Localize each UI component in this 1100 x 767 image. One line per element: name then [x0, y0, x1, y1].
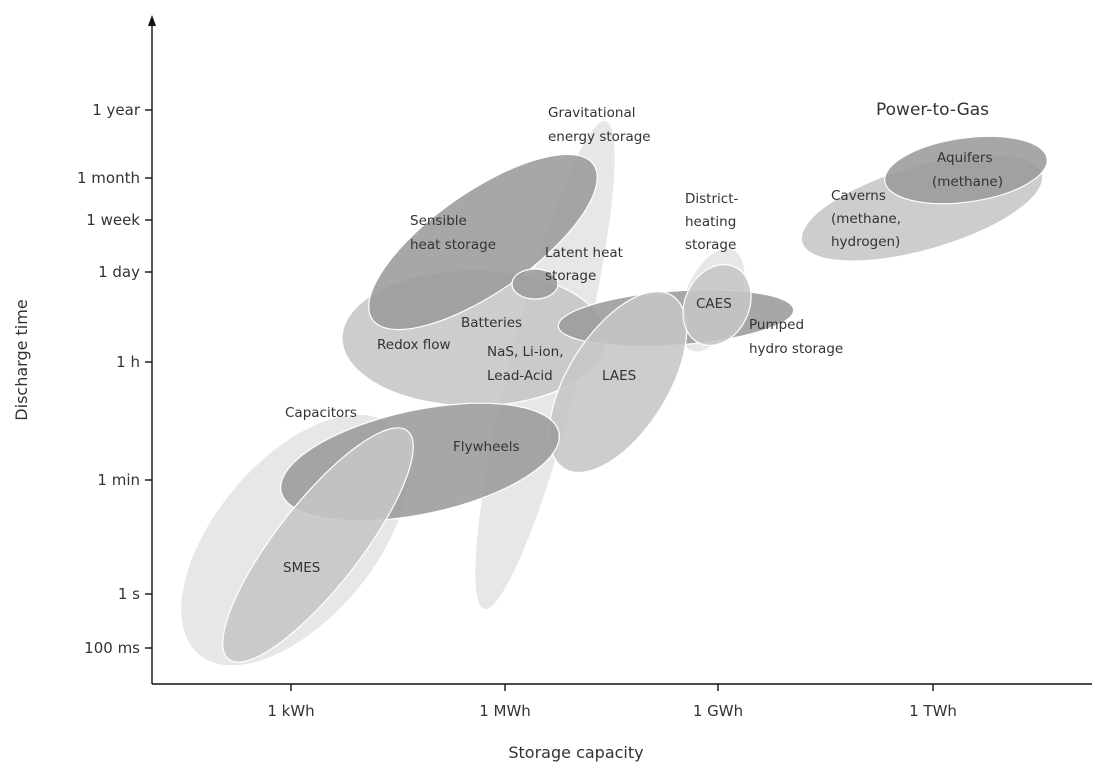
x-tick-label: 1 kWh: [267, 702, 314, 720]
label-aquifers: Aquifers (methane): [932, 150, 1003, 190]
axes: [145, 15, 1092, 691]
label-district-heating: District- heating storage: [685, 191, 743, 253]
region-laes: [548, 290, 688, 474]
x-tick-label: 1 GWh: [693, 702, 743, 720]
label-caes: CAES: [696, 296, 732, 312]
label-smes: SMES: [283, 560, 320, 576]
y-tick-label: 1 h: [116, 353, 140, 371]
y-tick-label: 1 month: [77, 169, 140, 187]
y-tick-label: 100 ms: [84, 639, 140, 657]
region-latent-heat: [511, 268, 559, 300]
label-caverns: Caverns (methane, hydrogen): [831, 188, 905, 250]
x-tick-label: 1 TWh: [909, 702, 957, 720]
y-tick-label: 1 day: [98, 263, 140, 281]
y-axis-title: Discharge time: [12, 299, 31, 420]
label-flywheels: Flywheels: [453, 439, 520, 455]
x-tick-labels: 1 kWh 1 MWh 1 GWh 1 TWh: [267, 702, 957, 720]
y-axis-arrow: [148, 15, 156, 26]
label-sensible-heat: Sensible heat storage: [410, 213, 496, 253]
region-aquifers: [884, 135, 1048, 205]
region-smes: [222, 427, 414, 663]
regions-layer: [180, 119, 1048, 667]
y-tick-label: 1 week: [86, 211, 140, 229]
y-tick-labels: 1 year 1 month 1 week 1 day 1 h 1 min 1 …: [77, 101, 141, 657]
label-nas-li-ion-lead-acid: NaS, Li-ion, Lead-Acid: [487, 344, 568, 384]
x-axis-title: Storage capacity: [508, 743, 643, 762]
label-power-to-gas: Power-to-Gas: [876, 100, 989, 120]
y-tick-label: 1 min: [97, 471, 140, 489]
label-gravitational: Gravitational energy storage: [548, 105, 651, 145]
label-latent-heat: Latent heat storage: [545, 245, 627, 284]
label-batteries: Batteries: [461, 315, 522, 331]
y-tick-label: 1 s: [118, 585, 140, 603]
y-tick-label: 1 year: [92, 101, 141, 119]
region-labels: Capacitors Gravitational energy storage …: [283, 100, 1003, 576]
label-capacitors: Capacitors: [285, 405, 357, 421]
label-redox-flow: Redox flow: [377, 337, 451, 353]
x-tick-label: 1 MWh: [479, 702, 531, 720]
label-pumped-hydro: Pumped hydro storage: [749, 317, 843, 357]
region-caes: [682, 264, 752, 346]
label-laes: LAES: [602, 368, 636, 384]
